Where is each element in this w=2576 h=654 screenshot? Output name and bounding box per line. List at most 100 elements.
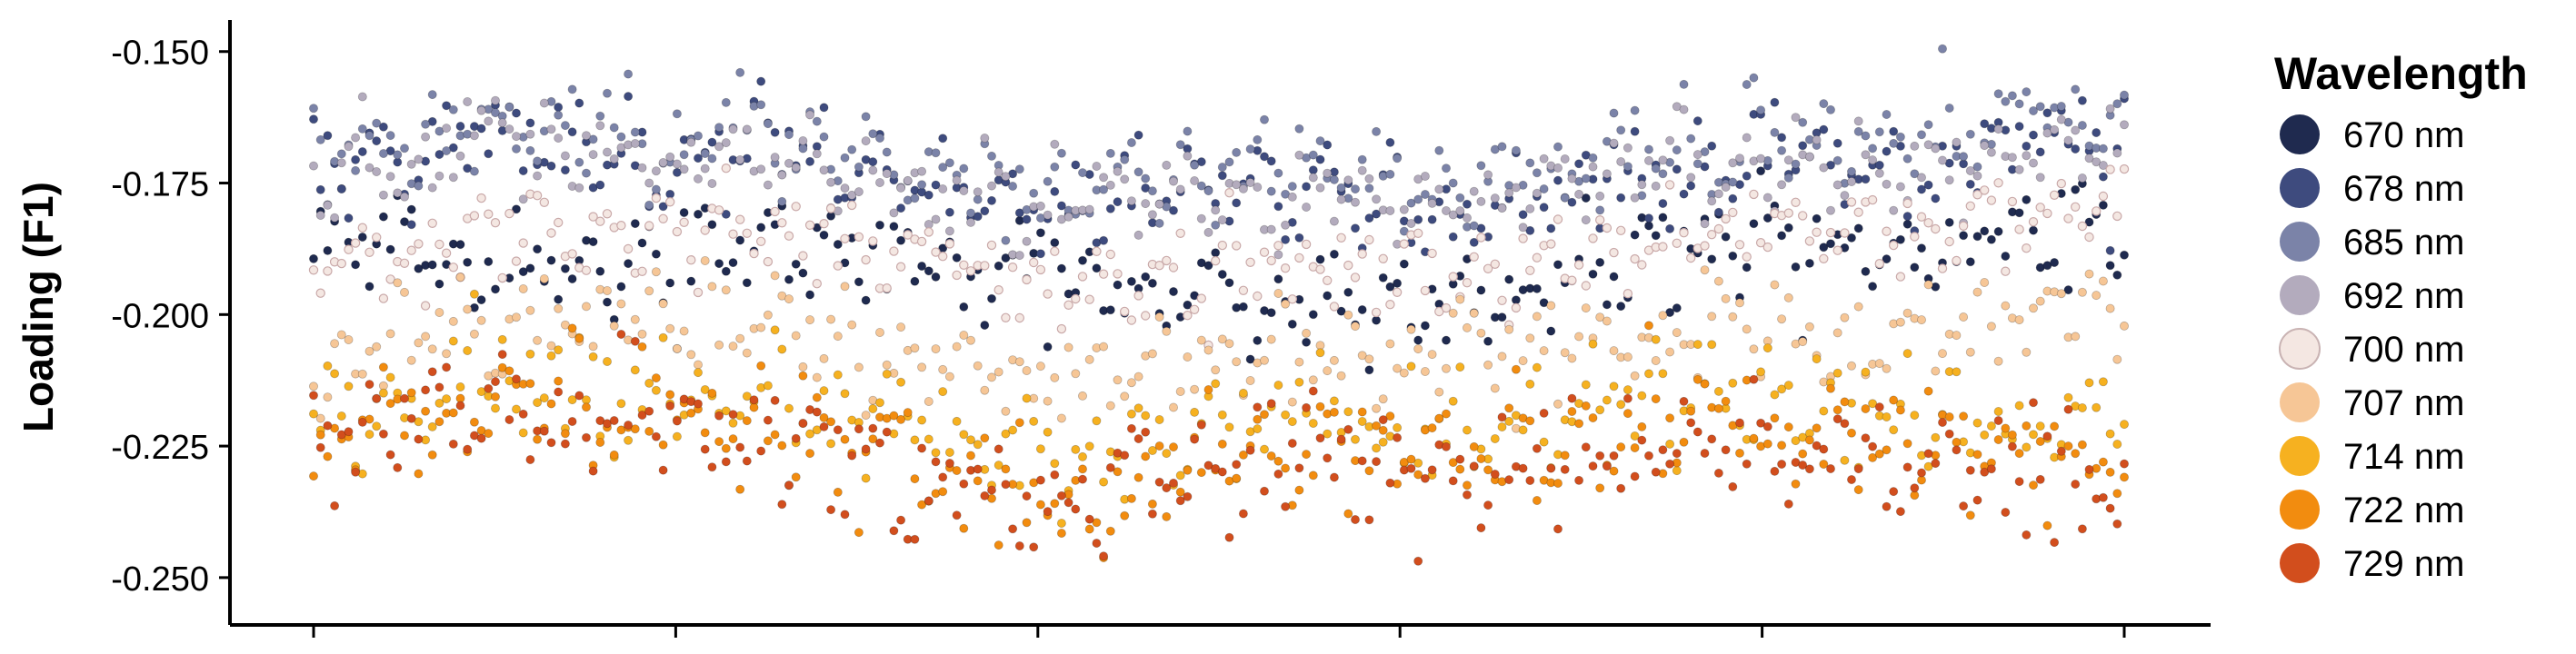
data-point [616, 132, 626, 142]
data-point [833, 425, 843, 435]
data-point [1406, 454, 1416, 464]
data-point [1294, 124, 1304, 134]
data-point [1937, 263, 1948, 273]
data-point [1622, 352, 1632, 362]
data-point [1063, 300, 1073, 310]
data-point [554, 345, 564, 355]
data-point [1980, 430, 1990, 440]
data-point [1783, 155, 1793, 165]
data-point [567, 249, 577, 259]
data-point [917, 362, 927, 372]
data-point [1882, 445, 1892, 455]
data-point [1315, 254, 1325, 264]
data-point [1707, 434, 1717, 444]
data-point [959, 479, 969, 489]
data-point [582, 432, 592, 442]
legend-label: 685 nm [2343, 223, 2464, 263]
data-point [896, 322, 906, 332]
data-point [1147, 509, 1157, 519]
data-point [1084, 524, 1094, 534]
data-point [1539, 346, 1549, 356]
data-point [1364, 183, 1374, 193]
data-point [1169, 205, 1179, 215]
data-point [372, 342, 382, 352]
data-point [2007, 441, 2017, 451]
data-point [1001, 480, 1011, 490]
data-point [763, 415, 773, 425]
data-point [1847, 176, 1857, 186]
data-point [1147, 210, 1157, 220]
data-point [1546, 463, 1556, 473]
data-point [1141, 427, 1151, 437]
data-point [854, 187, 864, 197]
data-point [1357, 165, 1367, 175]
data-point [504, 366, 514, 376]
data-point [861, 136, 871, 146]
data-point [1014, 251, 1024, 261]
data-point [378, 122, 388, 132]
data-point [1372, 315, 1382, 325]
data-point [1832, 328, 1842, 338]
data-point [1686, 418, 1696, 428]
data-point [944, 226, 954, 236]
data-point [1692, 159, 1702, 169]
data-point [1476, 523, 1486, 533]
data-point [1902, 219, 1912, 229]
data-point [609, 123, 619, 133]
data-point [1190, 384, 1200, 394]
data-point [1965, 201, 1975, 211]
data-point [1798, 460, 1808, 470]
data-point [1287, 192, 1297, 202]
data-point [854, 277, 864, 287]
data-point [721, 285, 731, 295]
data-point [385, 172, 395, 182]
data-point [2077, 402, 2087, 412]
data-point [1686, 406, 1696, 416]
data-point [938, 472, 948, 482]
data-point [1931, 366, 1941, 376]
data-point [1882, 363, 1892, 373]
data-point [2071, 480, 2081, 490]
data-point [385, 274, 395, 284]
data-point [2112, 489, 2122, 499]
data-point [616, 220, 626, 231]
data-point [1105, 305, 1115, 315]
data-point [1588, 339, 1598, 349]
data-point [1518, 223, 1528, 233]
data-point [1378, 425, 1388, 435]
data-point [1902, 308, 1912, 318]
data-point [735, 214, 745, 224]
data-point [1574, 475, 1584, 485]
data-point [1644, 155, 1654, 165]
data-point [1162, 326, 1172, 336]
data-point [1686, 173, 1696, 183]
data-point [937, 252, 948, 262]
data-point [1798, 449, 1808, 459]
data-point [554, 376, 564, 386]
data-point [1902, 439, 1912, 449]
data-point [1043, 210, 1053, 220]
data-point [1595, 483, 1605, 493]
data-point [1525, 333, 1535, 343]
data-point [1120, 174, 1130, 184]
data-point [1832, 155, 1842, 165]
data-point [497, 334, 507, 344]
data-point [469, 289, 479, 299]
data-point [630, 219, 640, 229]
data-point [1588, 153, 1598, 163]
data-point [1022, 274, 1032, 285]
data-point [1294, 233, 1304, 243]
data-point [917, 180, 927, 190]
data-point [1441, 302, 1452, 313]
data-point [533, 398, 543, 408]
data-point [2077, 221, 2088, 232]
data-point [952, 510, 962, 520]
data-point [484, 429, 494, 439]
data-point [2035, 296, 2045, 306]
data-point [707, 388, 717, 398]
data-point [2007, 153, 2017, 163]
data-point [889, 526, 899, 536]
data-point [784, 481, 794, 490]
legend-label: 670 nm [2343, 115, 2464, 155]
